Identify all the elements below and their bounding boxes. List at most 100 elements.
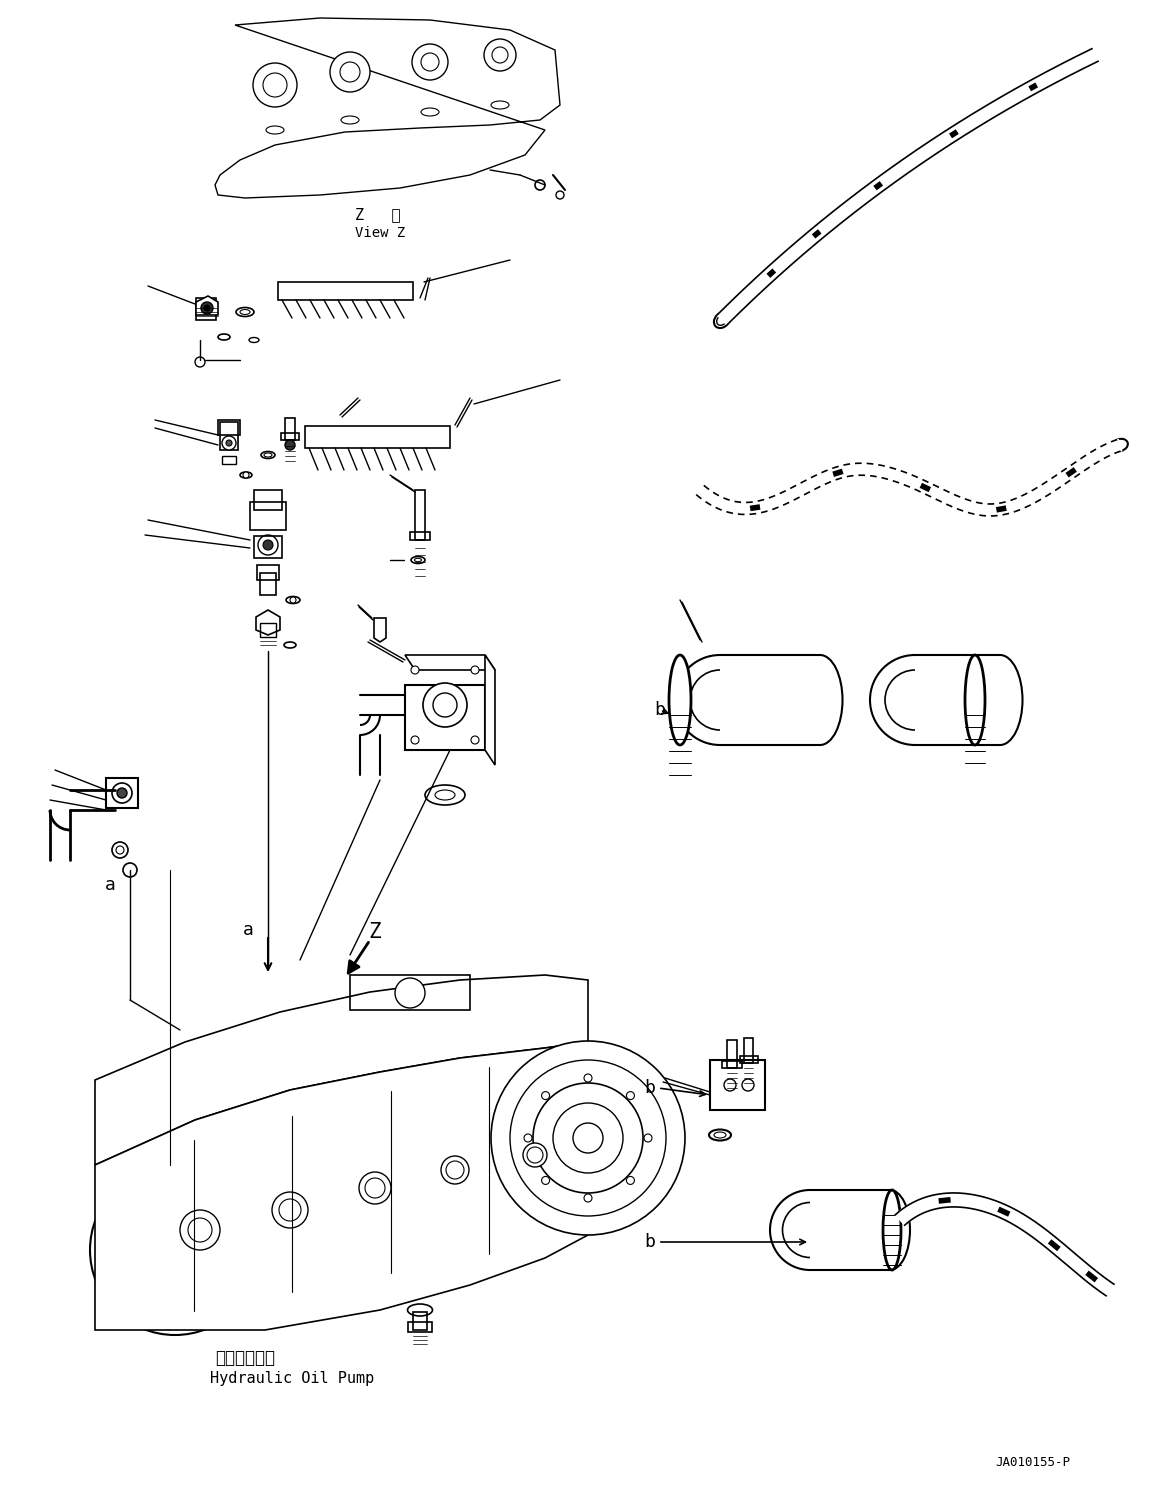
- Bar: [350, 975, 470, 1010]
- Circle shape: [117, 788, 127, 798]
- Circle shape: [411, 736, 419, 744]
- Text: 作動油ポンプ: 作動油ポンプ: [215, 1349, 274, 1367]
- Circle shape: [110, 1185, 240, 1315]
- Bar: [197, 298, 216, 320]
- Polygon shape: [374, 618, 386, 642]
- Polygon shape: [95, 1042, 588, 1330]
- Text: b: b: [655, 701, 665, 719]
- Circle shape: [556, 191, 564, 200]
- Bar: [305, 426, 450, 448]
- Circle shape: [535, 180, 545, 191]
- Bar: [408, 1322, 431, 1333]
- Bar: [254, 536, 281, 558]
- Circle shape: [195, 357, 205, 366]
- Ellipse shape: [286, 597, 300, 603]
- Bar: [405, 685, 485, 750]
- Ellipse shape: [411, 557, 424, 563]
- Circle shape: [412, 45, 448, 80]
- Bar: [411, 532, 430, 541]
- Circle shape: [272, 1193, 308, 1228]
- Circle shape: [188, 1218, 212, 1242]
- Ellipse shape: [284, 642, 297, 648]
- Bar: [217, 420, 240, 435]
- Ellipse shape: [421, 109, 438, 116]
- Text: a: a: [243, 922, 254, 940]
- Text: a: a: [105, 876, 115, 893]
- Circle shape: [258, 535, 278, 555]
- Circle shape: [423, 683, 468, 727]
- Circle shape: [90, 1164, 261, 1336]
- Circle shape: [525, 1135, 531, 1142]
- Circle shape: [123, 864, 137, 877]
- Circle shape: [209, 1208, 217, 1215]
- Circle shape: [330, 52, 370, 92]
- Circle shape: [471, 736, 479, 744]
- Ellipse shape: [491, 101, 509, 109]
- Circle shape: [359, 1172, 391, 1205]
- Polygon shape: [256, 610, 280, 634]
- Ellipse shape: [883, 1190, 901, 1270]
- Circle shape: [171, 1191, 179, 1199]
- Circle shape: [254, 63, 297, 107]
- Circle shape: [527, 1147, 543, 1163]
- Circle shape: [340, 63, 361, 82]
- Circle shape: [130, 1205, 220, 1295]
- Text: Z: Z: [369, 922, 381, 943]
- Ellipse shape: [716, 314, 727, 325]
- Circle shape: [445, 1161, 464, 1179]
- Polygon shape: [405, 655, 495, 670]
- Circle shape: [279, 1199, 301, 1221]
- Text: Z   視: Z 視: [355, 207, 400, 222]
- Circle shape: [644, 1135, 652, 1142]
- Ellipse shape: [266, 127, 284, 134]
- Circle shape: [365, 1178, 385, 1199]
- Bar: [222, 456, 236, 465]
- Circle shape: [290, 597, 297, 603]
- Polygon shape: [197, 296, 217, 316]
- Ellipse shape: [414, 558, 421, 561]
- Bar: [727, 1039, 737, 1068]
- Polygon shape: [896, 1193, 1114, 1295]
- Ellipse shape: [236, 308, 254, 317]
- Ellipse shape: [424, 785, 465, 806]
- Circle shape: [492, 48, 508, 63]
- Circle shape: [226, 1246, 234, 1254]
- Circle shape: [263, 73, 287, 97]
- Circle shape: [243, 472, 249, 478]
- Bar: [254, 490, 281, 511]
- Ellipse shape: [709, 1130, 732, 1141]
- Bar: [278, 281, 413, 299]
- Circle shape: [180, 1211, 220, 1249]
- Polygon shape: [718, 49, 1098, 325]
- Polygon shape: [95, 975, 588, 1164]
- Circle shape: [209, 1285, 217, 1292]
- Bar: [106, 777, 138, 809]
- Ellipse shape: [261, 451, 274, 459]
- Circle shape: [263, 541, 273, 549]
- Circle shape: [395, 978, 424, 1008]
- Circle shape: [150, 1225, 200, 1275]
- Bar: [285, 418, 295, 441]
- Circle shape: [742, 1080, 754, 1091]
- Circle shape: [165, 1240, 185, 1260]
- Circle shape: [573, 1123, 602, 1152]
- Ellipse shape: [714, 1132, 726, 1138]
- Bar: [261, 622, 276, 637]
- Circle shape: [491, 1041, 685, 1234]
- Circle shape: [552, 1103, 623, 1173]
- Bar: [709, 1060, 765, 1109]
- Circle shape: [627, 1176, 635, 1184]
- Bar: [722, 1062, 742, 1068]
- Ellipse shape: [341, 116, 359, 124]
- Ellipse shape: [249, 338, 259, 342]
- Ellipse shape: [407, 1304, 433, 1316]
- Circle shape: [116, 1246, 124, 1254]
- Ellipse shape: [240, 310, 250, 314]
- Bar: [413, 1312, 427, 1330]
- Circle shape: [441, 1155, 469, 1184]
- Circle shape: [584, 1194, 592, 1202]
- Ellipse shape: [714, 311, 730, 328]
- Bar: [261, 573, 276, 596]
- Text: JA010155-P: JA010155-P: [996, 1456, 1070, 1468]
- Ellipse shape: [217, 334, 230, 339]
